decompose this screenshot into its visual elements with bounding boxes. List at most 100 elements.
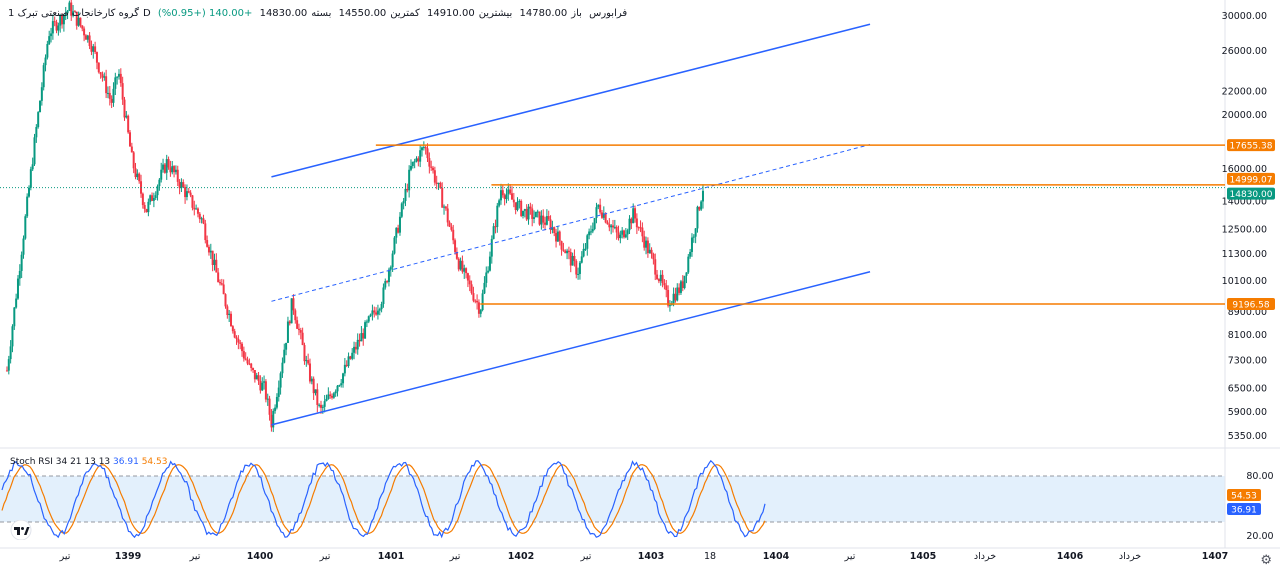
channel-upper-line[interactable] — [271, 23, 871, 178]
candle-body — [426, 148, 429, 159]
candle-body — [549, 219, 552, 230]
candle-body — [580, 256, 583, 263]
price-axis[interactable]: 30000.00 26000.00 22000.00 20000.00 16000.00… — [1222, 11, 1267, 442]
candle-body — [217, 272, 220, 283]
candle-body — [81, 25, 84, 29]
channel-lower-line[interactable] — [271, 271, 871, 426]
candle-body — [241, 343, 244, 352]
gear-icon[interactable]: ⚙ — [1260, 553, 1272, 568]
price-tick-label: 26000.00 — [1222, 46, 1267, 57]
candle-body — [395, 227, 398, 238]
candle-body — [498, 200, 501, 206]
rsi-badge-text: 54.53 — [1231, 492, 1257, 502]
candle-body — [472, 293, 475, 301]
candle-body — [336, 385, 339, 392]
candle-body — [595, 207, 598, 219]
candle-body — [165, 159, 168, 173]
time-tick-label: 1401 — [378, 551, 404, 562]
candle-body — [73, 11, 76, 13]
candle-body — [444, 206, 447, 209]
candle-body — [22, 238, 25, 255]
candle-body — [692, 236, 695, 238]
candle-body — [360, 333, 363, 342]
candle-body — [195, 208, 198, 210]
candle-body — [92, 46, 95, 52]
candle-body — [318, 404, 321, 406]
candle-body — [523, 208, 526, 211]
candle-body — [659, 274, 662, 282]
candle-body — [689, 251, 692, 257]
candle-body — [674, 293, 677, 301]
time-axis[interactable]: تیر 1399 تیر 1400 تیر 1401 تیر 1402 تیر 1403 18 140… — [59, 551, 1229, 562]
candle-body — [275, 396, 278, 408]
channel-mid-line[interactable] — [271, 144, 871, 302]
candle-body — [430, 166, 433, 168]
candle-body — [343, 364, 346, 374]
candle-body — [386, 281, 389, 283]
candle-body — [643, 236, 646, 248]
candle-body — [634, 208, 637, 219]
candle-body — [700, 201, 703, 210]
price-tick-label: 22000.00 — [1222, 87, 1267, 98]
candle-body — [696, 206, 699, 229]
level-low-badge: 9196.58 — [1227, 298, 1275, 311]
candle-body — [626, 230, 629, 235]
candle-body — [123, 99, 126, 118]
candle-body — [496, 205, 499, 227]
candle-body — [525, 208, 528, 220]
candle-body — [545, 216, 548, 225]
candle-body — [272, 410, 275, 428]
candle-body — [600, 212, 603, 218]
candle-body — [398, 216, 401, 233]
candle-body — [152, 197, 155, 201]
candle-body — [162, 164, 165, 170]
candle-body — [578, 262, 581, 274]
candle-body — [501, 190, 504, 196]
candle-body — [319, 404, 322, 408]
candle-body — [505, 194, 508, 200]
price-badge-text: 9196.58 — [1232, 301, 1269, 311]
candle-body — [7, 359, 10, 371]
candle-body — [176, 169, 179, 182]
symbol-header[interactable]: گروه کارخانجات صنعتی تبرک 1D فرابورس باز… — [8, 8, 631, 19]
candle-body — [79, 17, 82, 26]
candle-body — [305, 360, 308, 362]
candle-body — [577, 273, 580, 275]
candle-body — [413, 161, 416, 163]
rsi-title[interactable]: Stoch RSI — [10, 457, 53, 467]
candle-body — [380, 303, 383, 310]
tradingview-logo[interactable] — [8, 520, 34, 540]
candle-body — [492, 226, 495, 239]
candle-body — [332, 393, 335, 398]
candle-body — [520, 200, 523, 216]
candle-body — [454, 240, 457, 252]
candle-body — [235, 337, 238, 339]
candle-body — [571, 255, 574, 266]
candle-body — [441, 187, 444, 208]
drawings-layer[interactable] — [0, 23, 1225, 426]
time-tick-label: تیر — [580, 551, 592, 562]
price-tick-label: 30000.00 — [1222, 11, 1267, 22]
candle-body — [485, 272, 488, 283]
candle-body — [70, 2, 73, 16]
candle-body — [329, 394, 332, 397]
rsi-k-value: 36.91 — [113, 457, 139, 467]
candle-body — [51, 21, 54, 34]
rsi-legend[interactable]: Stoch RSI 34 21 13 13 36.91 54.53 — [10, 457, 167, 467]
candle-body — [57, 25, 60, 31]
candle-body — [584, 248, 587, 250]
candle-body — [364, 322, 367, 339]
candle-body — [248, 363, 251, 365]
candle-body — [593, 218, 596, 230]
candle-body — [95, 52, 98, 63]
symbol-name[interactable]: گروه کارخانجات صنعتی تبرک — [17, 8, 139, 19]
candle-body — [678, 287, 681, 293]
candle-body — [560, 241, 563, 250]
interval-label[interactable]: 1D — [8, 8, 151, 19]
candle-body — [685, 272, 688, 276]
time-tick-label: خرداد — [974, 551, 996, 562]
candle-body — [127, 115, 130, 133]
